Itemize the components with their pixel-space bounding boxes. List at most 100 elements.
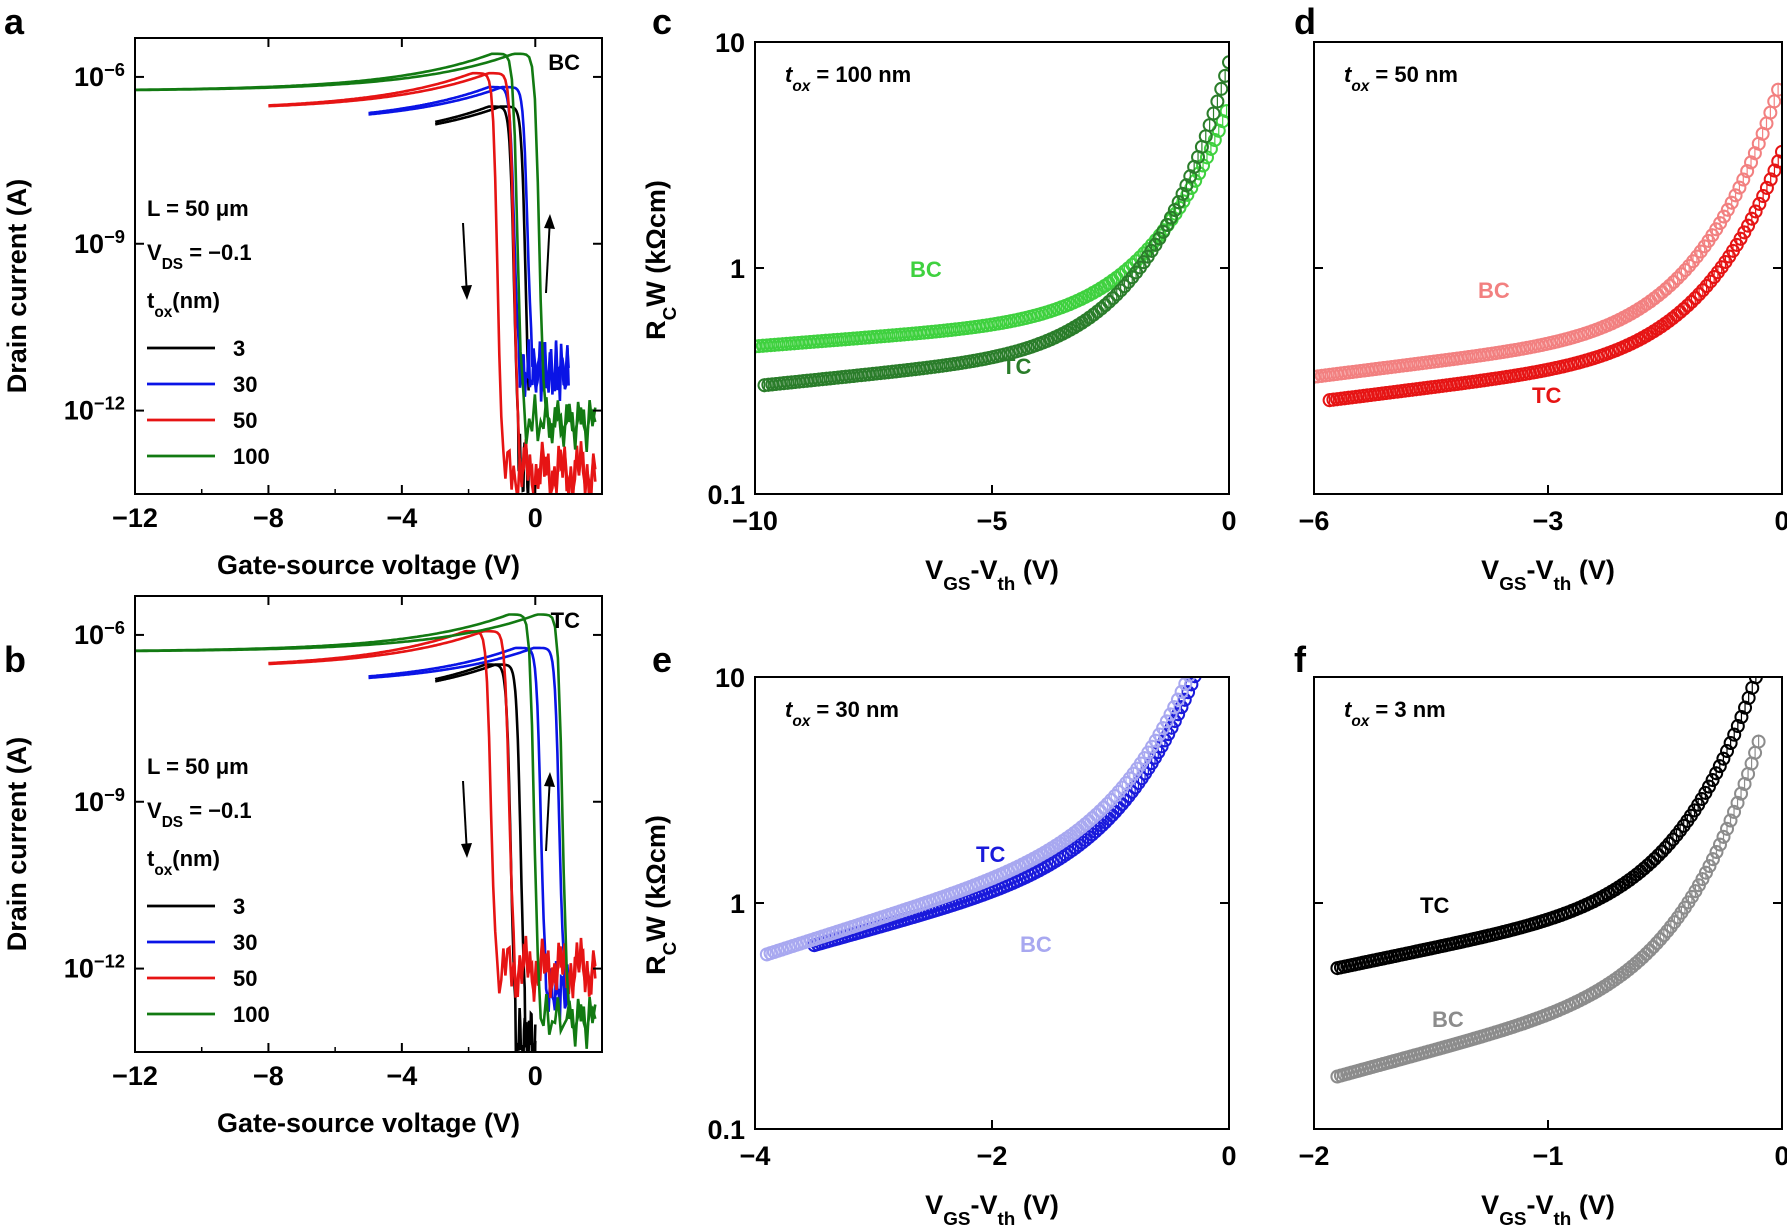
panel-letter-f: f [1294, 639, 1307, 680]
data-point [1724, 195, 1739, 210]
data-point [1730, 795, 1745, 810]
panel-letter-a: a [4, 1, 25, 42]
series-e-BC [759, 677, 1196, 962]
data-point [1203, 141, 1218, 156]
data-point [1089, 807, 1104, 822]
corner-label-b: TC [551, 608, 580, 633]
series-b-30-branch-1 [368, 646, 570, 1021]
data-point [1716, 209, 1731, 224]
data-point [1727, 804, 1742, 819]
panel-letter-b: b [4, 639, 26, 680]
data-point [1175, 186, 1190, 201]
data-point [1159, 714, 1174, 729]
series-label-d-BC: BC [1478, 278, 1510, 303]
vds-annotation-a: VDS = −0.1 [147, 240, 252, 273]
series-c-BC [755, 104, 1229, 354]
y-axis-title-a: Drain current (A) [2, 179, 32, 394]
data-point [1709, 845, 1724, 860]
legend-label-a-3: 3 [233, 336, 245, 361]
x-axis-title-b: Gate-source voltage (V) [217, 1108, 520, 1138]
x-axis-title-a: Gate-source voltage (V) [217, 550, 520, 580]
vds-annotation-b: VDS = −0.1 [147, 798, 252, 831]
data-point [1655, 844, 1670, 859]
y-tick-label-c: 0.1 [707, 480, 745, 510]
data-point [1734, 710, 1749, 725]
data-point [1642, 943, 1657, 958]
data-point [1688, 291, 1703, 306]
series-label-e-BC: BC [1020, 932, 1052, 957]
panel-a: a −12 −8 −4 0 10−6 10−9 10−12 Gate-source voltag… [2, 1, 603, 580]
panel-d: d −6 −3 0 VGS-Vth (V) tox = 50 nm BC TC [1294, 1, 1787, 595]
sweep-arrows-a [461, 214, 555, 300]
y-tick-label-b: 10−6 [74, 616, 125, 650]
data-point [1662, 836, 1677, 851]
data-point [1163, 707, 1178, 722]
data-point [1098, 298, 1113, 313]
data-point [1730, 719, 1745, 734]
data-point [1210, 94, 1225, 109]
series-label-d-TC: TC [1532, 383, 1561, 408]
y-tick-label-b: 10−9 [74, 783, 125, 817]
data-point [1651, 848, 1666, 863]
data-point [1720, 744, 1735, 759]
legend-label-a-100: 100 [233, 444, 270, 469]
data-point [1680, 298, 1695, 313]
data-point [1187, 677, 1202, 684]
x-tick-label-e: 0 [1221, 1141, 1236, 1171]
series-group-d [1314, 82, 1782, 408]
y-tick-label-a: 10−9 [74, 225, 125, 259]
series-group-a [135, 52, 597, 494]
x-tick-label-f: −1 [1533, 1141, 1564, 1171]
sweep-arrows-b [461, 772, 555, 858]
data-point [1692, 287, 1707, 302]
data-point [1763, 172, 1778, 187]
panel-e: e −4 −2 0 0.1 1 10 VGS-Vth (V) RCW (kΩcm) tox = 3… [641, 639, 1237, 1227]
data-point [1727, 727, 1742, 742]
panel-letter-e: e [652, 639, 672, 680]
data-point [1775, 144, 1782, 159]
data-point [1741, 218, 1756, 233]
legend-label-b-100: 100 [233, 1002, 270, 1027]
up-arrow [545, 217, 551, 294]
data-point [1649, 936, 1664, 951]
tox-label-c: tox = 100 nm [785, 62, 911, 95]
legend-label-b-3: 3 [233, 894, 245, 919]
data-point [1676, 301, 1691, 316]
series-group-e [759, 677, 1202, 962]
data-point [1179, 178, 1194, 193]
data-point [1767, 163, 1782, 178]
data-point [1177, 692, 1192, 707]
panel-letter-c: c [652, 1, 672, 42]
data-point [1167, 203, 1182, 218]
x-tick-label-a: 0 [528, 503, 543, 533]
data-point [1107, 788, 1122, 803]
data-point [1666, 275, 1681, 290]
data-point [1728, 188, 1743, 203]
x-tick-label-e: −2 [977, 1141, 1008, 1171]
y-tick-label-e: 10 [715, 663, 745, 693]
panel-c: c −10 −5 0 0.1 1 10 VGS-Vth (V) RCW (kΩcm) tox = … [641, 1, 1237, 595]
data-point [1759, 180, 1774, 195]
data-point [1170, 692, 1185, 707]
y-axis-title-c: RCW (kΩcm) [641, 180, 681, 340]
data-point [1748, 204, 1763, 219]
data-point [1698, 865, 1713, 880]
legend-label-b-50: 50 [233, 966, 257, 991]
y-tick-label-c: 10 [715, 28, 745, 58]
series-a-30-branch-2 [368, 85, 570, 402]
data-point [1214, 81, 1229, 96]
down-arrow-head [461, 843, 472, 858]
down-arrow [462, 222, 468, 297]
series-a-50-branch-2 [268, 71, 597, 494]
series-b-50-branch-2 [268, 629, 597, 999]
plot-frame-a [134, 37, 603, 495]
x-tick-label-f: 0 [1774, 1141, 1787, 1171]
y-tick-label-a: 10−12 [64, 392, 125, 426]
series-label-f-BC: BC [1432, 1007, 1464, 1032]
data-point [1670, 271, 1685, 286]
data-point [1660, 924, 1675, 939]
legend-label-a-30: 30 [233, 372, 257, 397]
data-point [1695, 283, 1710, 298]
